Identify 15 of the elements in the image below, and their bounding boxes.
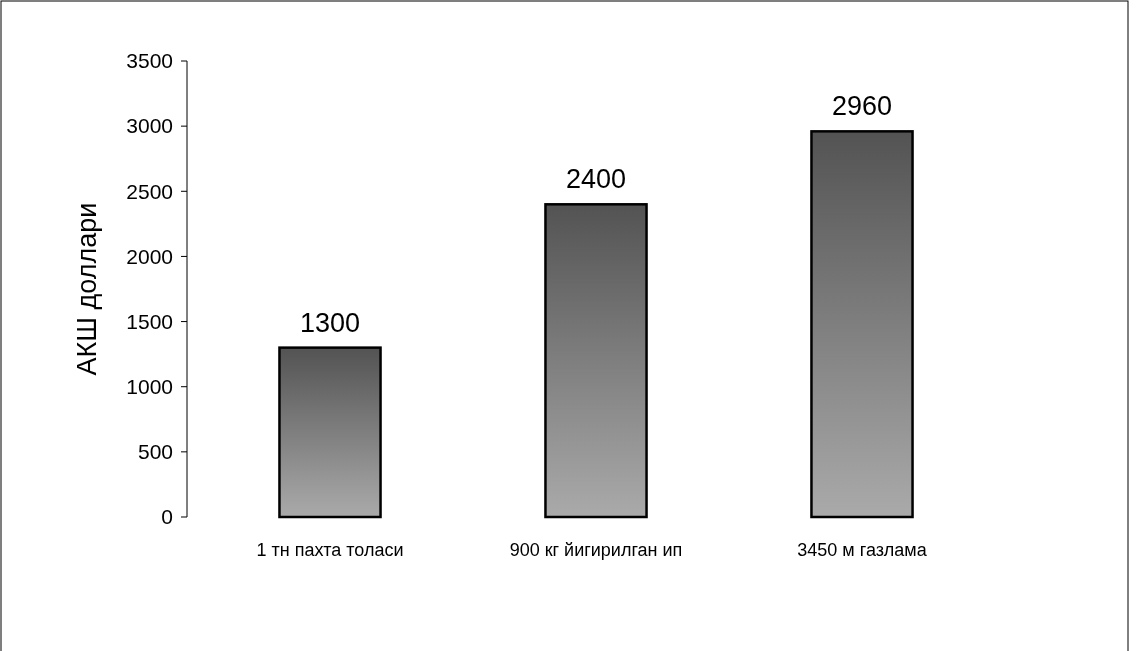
data-label: 1300 bbox=[299, 307, 361, 338]
y-tick-label: 3500 bbox=[126, 49, 173, 73]
x-tick-label: 1 тн пахта толаси bbox=[256, 540, 404, 560]
y-axis-title: АКШ доллари bbox=[72, 202, 102, 376]
data-label: 2960 bbox=[831, 91, 893, 122]
y-tick-label: 2000 bbox=[126, 244, 173, 268]
x-tick-label: 900 кг йигирилган ип bbox=[509, 540, 683, 560]
data-label: 2400 bbox=[565, 164, 627, 195]
y-tick-label: 3000 bbox=[126, 114, 173, 138]
y-tick-label: 0 bbox=[161, 505, 173, 529]
x-tick-label: 3450 м газлама bbox=[797, 540, 928, 560]
y-tick-label: 2500 bbox=[126, 179, 173, 203]
y-tick-label: 1500 bbox=[126, 309, 173, 333]
y-tick-label: 1000 bbox=[126, 375, 173, 399]
y-tick-label: 500 bbox=[137, 440, 173, 464]
